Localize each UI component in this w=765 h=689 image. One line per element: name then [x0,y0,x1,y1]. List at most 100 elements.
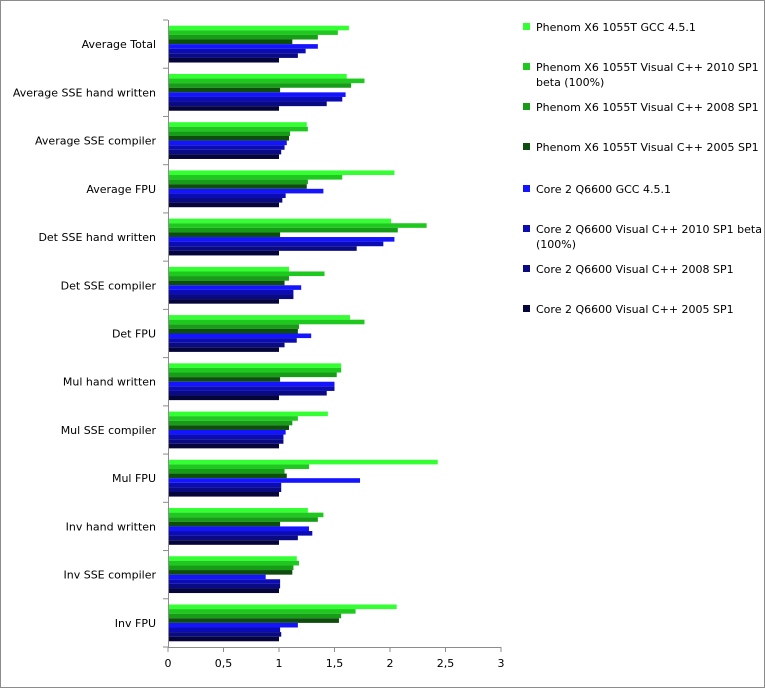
bar [168,540,279,545]
bar [168,531,313,536]
bar [168,487,282,492]
bar [168,560,299,566]
x-tick-label: 1 [276,657,283,670]
bar [168,613,342,619]
bar [168,395,279,401]
bar [168,579,281,584]
bar [168,53,298,58]
x-tick-label: 2,5 [437,657,455,670]
bar [168,574,266,580]
legend: Phenom X6 1055T GCC 4.5.1 Phenom X6 1055T… [523,21,762,316]
bar [168,87,281,93]
bar [168,482,282,488]
bar [168,184,307,189]
bar [168,381,335,387]
x-tick-label: 0,5 [215,657,233,670]
bar [168,188,324,194]
x-tick-label: 0 [165,657,172,670]
bar [168,390,327,396]
bar [168,583,281,589]
bar [168,83,352,88]
legend-label: Phenom X6 1055T Visual C++ 2010 SP1 beta … [536,61,759,89]
legend-swatch [523,143,530,150]
legend-swatch [523,23,530,30]
bar [168,319,365,325]
category-label: Mul FPU [112,472,156,485]
bar [168,338,297,343]
bar [168,468,285,474]
bar [168,280,285,286]
category-label: Mul SSE compiler [61,424,157,437]
legend-swatch [523,265,530,272]
bar [168,122,307,127]
bar [168,73,347,79]
bar [168,106,279,111]
bar [168,315,351,320]
bar [168,145,285,150]
bar [168,609,356,614]
bar [168,193,286,199]
bar [168,198,283,203]
bar [168,491,279,497]
bar [168,473,287,479]
bar [168,565,294,571]
bar [168,526,309,532]
legend-label: Core 2 Q6600 Visual C++ 2005 SP1 [536,303,734,316]
bar [168,96,343,102]
bar [168,478,361,483]
bar [168,377,281,382]
legend-label: Phenom X6 1055T GCC 4.5.1 [536,21,696,34]
bar [168,154,279,159]
bar [168,347,279,352]
bar [168,227,398,233]
legend-label: Phenom X6 1055T Visual C++ 2008 SP1 [536,101,759,114]
legend-label: Phenom X6 1055T Visual C++ 2005 SP1 [536,141,759,154]
bar [168,170,395,176]
category-label: Det FPU [112,328,156,341]
bar [168,459,438,465]
bar [168,342,285,348]
bar [168,266,289,272]
bar [168,48,306,54]
x-tick-label: 1,5 [326,657,344,670]
bar [168,101,327,107]
bar [168,126,308,132]
legend-swatch [523,185,530,192]
bar [168,588,279,594]
category-label: Inv FPU [115,617,156,630]
category-label: Average Total [82,38,156,51]
bar [168,556,297,561]
bar [168,39,293,45]
bar [168,372,337,378]
category-label: Det SSE compiler [61,279,157,292]
bar [168,299,279,304]
bar [168,175,343,180]
bar [168,30,338,35]
bar [168,517,318,522]
category-label: Average FPU [86,183,156,196]
bar [168,627,281,633]
bar [168,367,342,373]
bar [168,416,298,421]
legend-swatch [523,103,530,110]
bar [168,508,308,513]
bar [168,25,349,31]
bar [168,250,279,256]
bar [168,218,392,224]
legend-swatch [523,63,530,70]
bar [168,425,289,430]
x-tick-label: 3 [498,657,505,670]
bar [168,294,294,300]
bar [168,632,282,637]
bar [168,521,281,527]
bar [168,411,328,417]
bar [168,92,346,97]
bar [168,439,284,444]
bar [168,237,395,242]
bar [168,57,279,63]
category-label: Average SSE compiler [35,135,156,148]
bar [168,34,318,40]
plot-area: Average Total Average SSE hand written Ave… [13,19,505,670]
